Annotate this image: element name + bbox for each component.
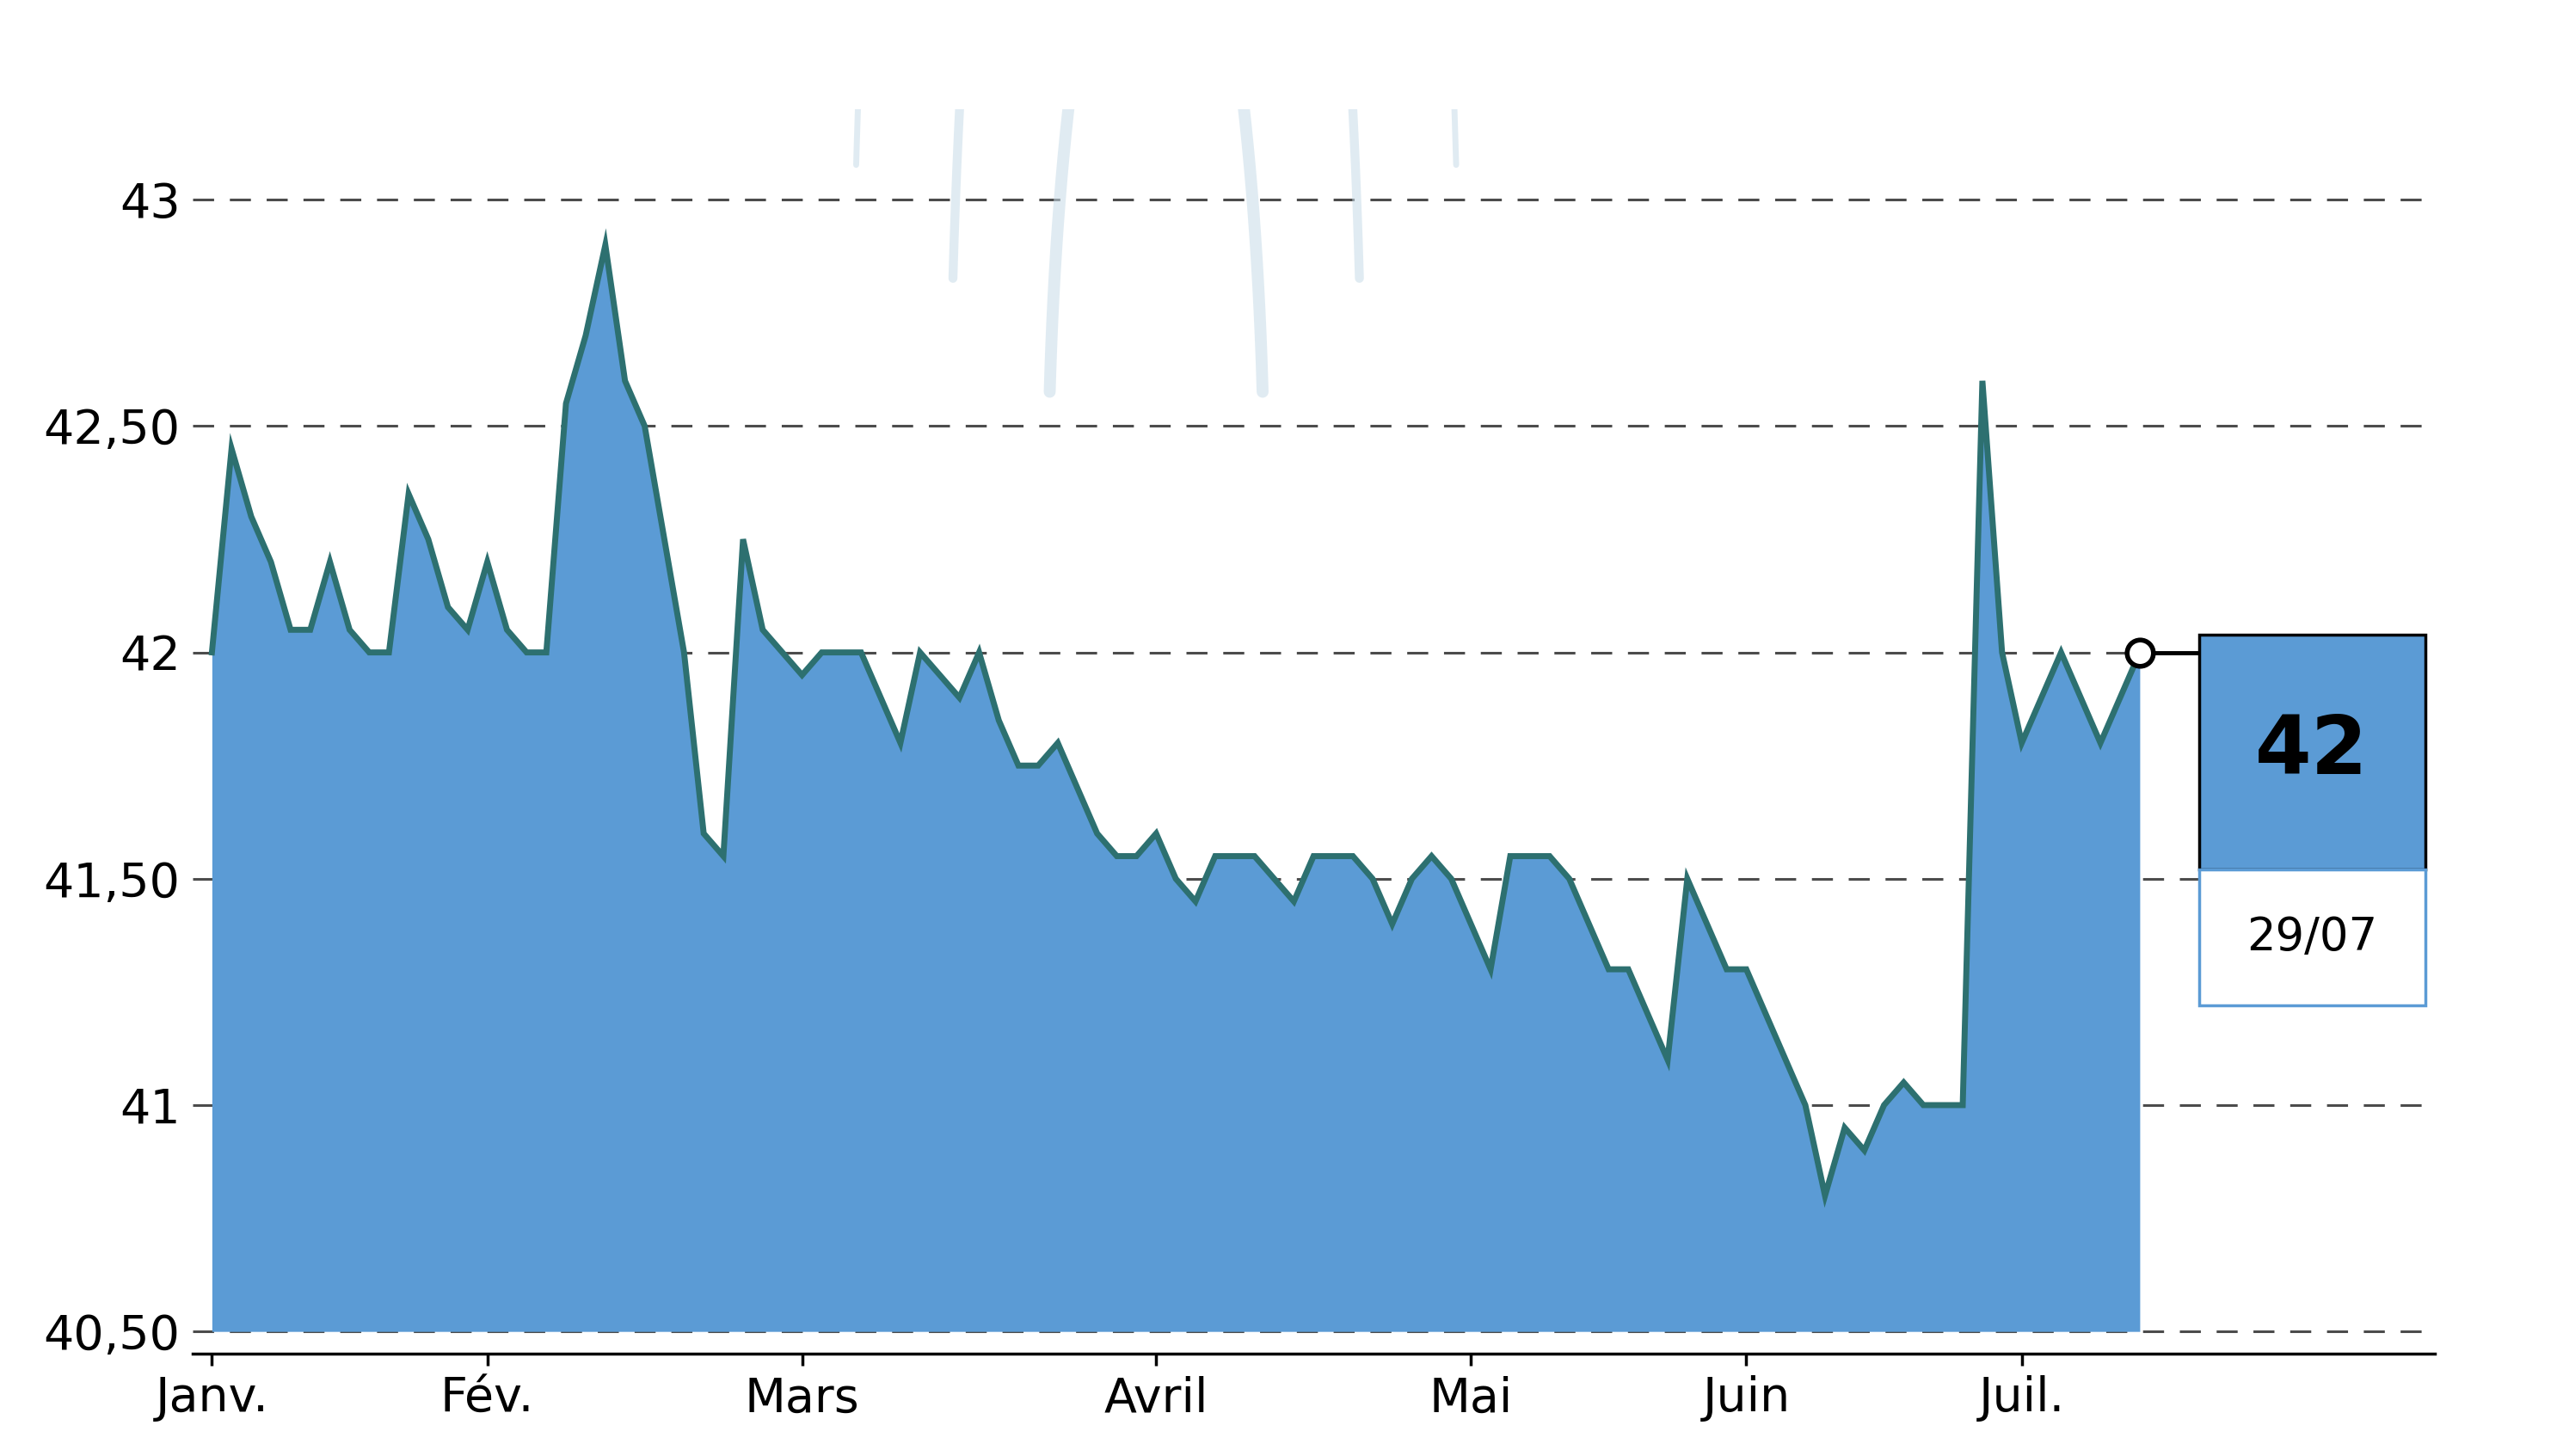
- FancyBboxPatch shape: [2199, 869, 2425, 1006]
- FancyBboxPatch shape: [2199, 635, 2425, 869]
- Text: 42: 42: [2255, 712, 2368, 792]
- Text: 29/07: 29/07: [2248, 916, 2378, 960]
- Text: Biotest AG: Biotest AG: [961, 0, 1602, 105]
